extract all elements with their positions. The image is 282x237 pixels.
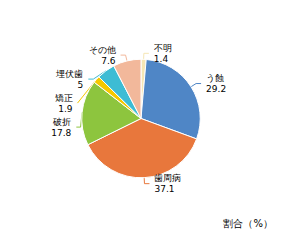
svg-text:う蝕: う蝕: [206, 73, 224, 83]
svg-text:矯正: 矯正: [55, 93, 73, 103]
svg-text:5: 5: [78, 80, 84, 90]
svg-text:埋伏歯: 埋伏歯: [55, 69, 83, 79]
svg-text:その他: その他: [89, 45, 116, 55]
svg-text:破折: 破折: [52, 117, 71, 127]
svg-text:7.6: 7.6: [101, 56, 116, 66]
svg-text:1.9: 1.9: [58, 104, 73, 114]
svg-text:不明: 不明: [154, 43, 172, 53]
svg-text:歯周病: 歯周病: [154, 173, 181, 183]
svg-text:17.8: 17.8: [51, 128, 71, 138]
svg-text:割合（%）: 割合（%）: [223, 218, 273, 229]
svg-text:1.4: 1.4: [154, 54, 169, 64]
svg-text:29.2: 29.2: [206, 84, 226, 94]
svg-text:37.1: 37.1: [154, 184, 174, 194]
